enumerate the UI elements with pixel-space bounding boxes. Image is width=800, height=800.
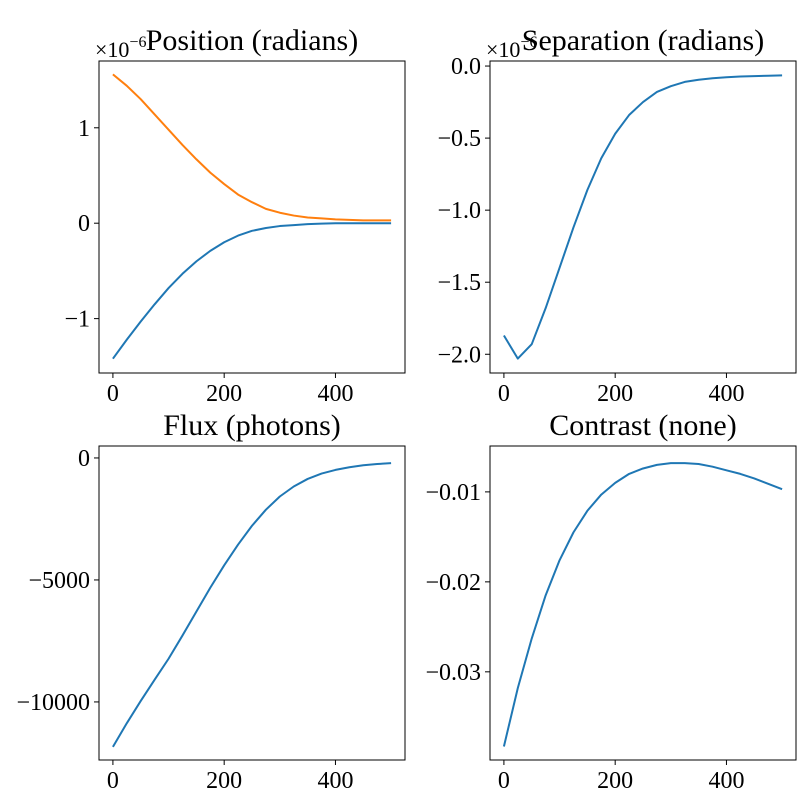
subplot-title: Flux (photons) bbox=[163, 409, 341, 442]
line-series bbox=[503, 74, 783, 360]
axes-frame bbox=[489, 60, 797, 374]
x-tick-label: 400 bbox=[708, 768, 744, 794]
y-tick-label: 0.0 bbox=[451, 54, 481, 80]
y-offset-text: ×10−6 bbox=[95, 34, 146, 62]
x-tick-label: 200 bbox=[597, 381, 633, 407]
x-tick-label: 0 bbox=[107, 381, 119, 407]
subplot-title: Contrast (none) bbox=[549, 409, 736, 442]
x-tick-label: 200 bbox=[206, 381, 242, 407]
y-tick-label: −5000 bbox=[28, 568, 90, 594]
subplot-title: Position (radians) bbox=[146, 24, 358, 57]
x-tick-label: 200 bbox=[206, 768, 242, 794]
axes-frame bbox=[489, 445, 797, 761]
y-tick-label: 0 bbox=[78, 211, 90, 237]
x-tick-label: 200 bbox=[597, 768, 633, 794]
y-tick-label: −10000 bbox=[16, 690, 90, 716]
x-tick-label: 400 bbox=[317, 768, 353, 794]
y-tick-label: −1.5 bbox=[437, 270, 481, 296]
y-offset-text: ×10−6 bbox=[486, 34, 537, 62]
axes-frame bbox=[98, 445, 406, 761]
line-series bbox=[112, 462, 392, 748]
axes-frame bbox=[98, 60, 406, 374]
offset-exponent: −6 bbox=[520, 34, 537, 51]
x-tick-label: 0 bbox=[107, 768, 119, 794]
y-tick-label: 0 bbox=[78, 446, 90, 472]
y-tick-label: −0.01 bbox=[425, 480, 481, 506]
line-series bbox=[112, 73, 392, 222]
x-tick-label: 400 bbox=[317, 381, 353, 407]
y-tick-label: −0.03 bbox=[425, 660, 481, 686]
offset-base: ×10 bbox=[486, 37, 520, 62]
x-tick-label: 400 bbox=[708, 381, 744, 407]
y-tick-label: −0.5 bbox=[437, 126, 481, 152]
y-tick-label: −1 bbox=[64, 307, 90, 333]
y-tick-label: −0.02 bbox=[425, 570, 481, 596]
offset-exponent: −6 bbox=[129, 34, 146, 51]
offset-base: ×10 bbox=[95, 37, 129, 62]
x-tick-label: 0 bbox=[498, 381, 510, 407]
line-series bbox=[502, 462, 783, 747]
line-series bbox=[112, 222, 392, 360]
subplot-title: Separation (radians) bbox=[522, 24, 764, 57]
y-tick-label: −1.0 bbox=[437, 198, 481, 224]
y-tick-label: −2.0 bbox=[437, 342, 481, 368]
y-tick-label: 1 bbox=[78, 116, 90, 142]
x-tick-label: 0 bbox=[498, 768, 510, 794]
